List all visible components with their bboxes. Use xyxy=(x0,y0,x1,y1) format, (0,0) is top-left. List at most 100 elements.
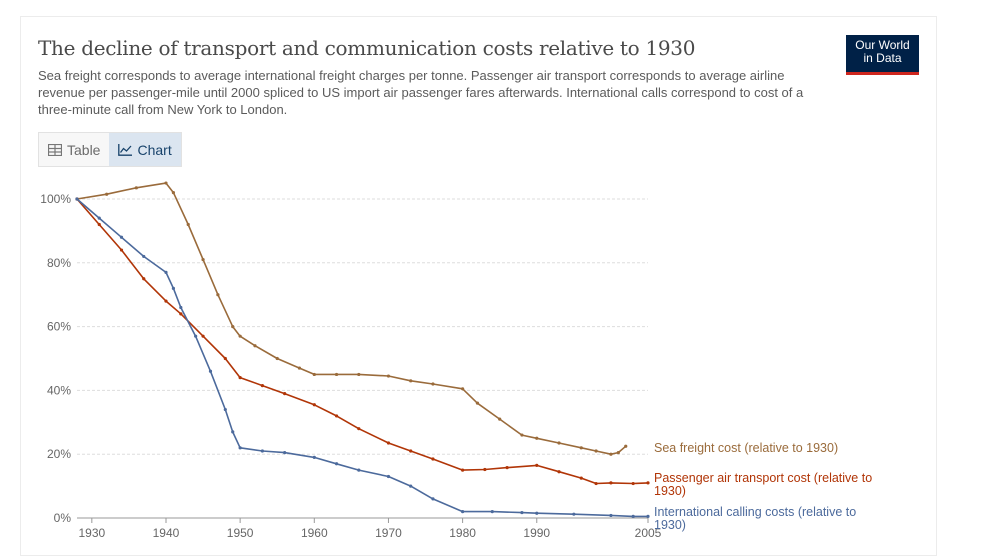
data-point-sea xyxy=(475,401,480,405)
x-tick-label: 2005 xyxy=(635,526,662,540)
data-point-calls xyxy=(357,468,361,472)
data-point-air xyxy=(312,403,316,407)
data-point-air xyxy=(594,481,598,486)
x-tick-label: 1960 xyxy=(301,526,328,540)
data-point-calls xyxy=(520,510,524,515)
data-point-air xyxy=(579,476,583,480)
data-point-air xyxy=(164,299,168,303)
data-point-air xyxy=(238,376,242,380)
data-point-calls xyxy=(260,449,264,453)
data-point-air xyxy=(386,441,391,445)
x-tick-label: 1970 xyxy=(375,526,402,540)
tab-table-label: Table xyxy=(67,141,101,158)
data-point-calls xyxy=(572,512,576,516)
data-point-calls xyxy=(231,430,235,434)
data-point-calls xyxy=(490,510,494,514)
data-point-calls xyxy=(179,305,183,310)
data-point-air xyxy=(535,463,539,467)
series-label-line: 1930) xyxy=(654,484,686,498)
data-point-calls xyxy=(609,513,613,518)
data-point-air xyxy=(631,481,635,486)
data-point-air xyxy=(334,414,339,418)
series-line-air[interactable] xyxy=(76,198,649,485)
y-tick-label: 60% xyxy=(47,320,71,334)
data-point-calls xyxy=(334,462,339,466)
series-line-sea[interactable] xyxy=(76,182,627,456)
data-point-air xyxy=(223,356,227,361)
data-point-sea xyxy=(253,344,257,348)
data-point-air xyxy=(97,222,101,227)
data-point-sea xyxy=(216,293,220,297)
data-point-calls xyxy=(312,455,316,459)
data-point-sea xyxy=(624,444,628,448)
tab-chart-label: Chart xyxy=(137,141,172,158)
data-point-sea xyxy=(334,372,339,377)
data-point-sea xyxy=(431,382,435,386)
data-point-calls xyxy=(461,510,465,514)
data-point-calls xyxy=(409,484,413,488)
data-point-sea xyxy=(105,192,109,196)
data-point-calls xyxy=(119,235,124,239)
data-point-air xyxy=(609,481,613,485)
data-point-sea xyxy=(616,451,620,455)
data-point-calls xyxy=(535,511,539,515)
data-point-calls xyxy=(142,254,146,259)
data-point-calls xyxy=(97,216,101,220)
data-point-sea xyxy=(238,334,242,338)
data-point-sea xyxy=(557,441,561,445)
series-label-line: International calling costs (relative to xyxy=(654,505,856,519)
data-point-sea xyxy=(357,372,361,377)
data-point-sea xyxy=(535,436,539,440)
y-tick-label: 0% xyxy=(54,511,72,525)
data-point-air xyxy=(260,384,264,388)
tab-table[interactable]: Table xyxy=(39,133,109,166)
data-point-air xyxy=(119,248,124,252)
table-icon xyxy=(48,143,62,156)
series-label-line: Passenger air transport cost (relative t… xyxy=(654,471,872,485)
data-point-calls xyxy=(431,497,435,501)
data-point-sea xyxy=(275,356,279,361)
x-tick-label: 1940 xyxy=(153,526,180,540)
y-tick-label: 100% xyxy=(40,192,71,206)
y-tick-label: 40% xyxy=(47,383,71,397)
x-tick-label: 1930 xyxy=(78,526,105,540)
data-point-calls xyxy=(223,407,227,412)
tab-chart[interactable]: Chart xyxy=(109,133,181,166)
x-tick-label: 1950 xyxy=(227,526,254,540)
data-point-air xyxy=(357,427,361,431)
series-labels: Sea freight cost (relative to 1930) Passe… xyxy=(654,441,872,532)
series xyxy=(75,181,650,519)
data-point-air xyxy=(431,457,435,461)
data-point-calls xyxy=(646,514,650,519)
data-point-sea xyxy=(171,191,176,195)
data-point-air xyxy=(646,481,650,485)
data-point-calls xyxy=(386,474,391,479)
data-point-calls xyxy=(283,451,287,455)
data-point-calls xyxy=(194,334,198,338)
series-line-calls[interactable] xyxy=(76,198,648,518)
data-point-calls xyxy=(631,514,635,519)
chart-title: The decline of transport and communicati… xyxy=(38,36,696,60)
line-chart: 0% 20% 40% 60% 80% 100% 1930 1940 1950 1960 1970 19… xyxy=(40,181,872,540)
data-point-air xyxy=(557,470,561,474)
data-point-sea xyxy=(164,181,168,185)
y-tick-label: 80% xyxy=(47,256,71,270)
y-tick-label: 20% xyxy=(47,447,71,461)
data-point-sea xyxy=(520,433,524,437)
data-point-air xyxy=(283,391,287,396)
data-point-sea xyxy=(498,417,502,421)
data-point-sea xyxy=(594,449,598,453)
data-point-calls xyxy=(75,197,79,201)
data-point-sea xyxy=(186,222,190,227)
owid-logo[interactable]: Our World in Data xyxy=(846,35,919,75)
data-point-sea xyxy=(409,379,413,383)
x-tick-label: 1980 xyxy=(449,526,476,540)
grid xyxy=(77,198,648,455)
data-point-air xyxy=(179,312,183,316)
data-point-sea xyxy=(609,452,613,456)
data-point-sea xyxy=(312,372,316,377)
data-point-calls xyxy=(208,369,213,373)
series-label-line: Sea freight cost (relative to 1930) xyxy=(654,441,838,455)
chart-subtitle: Sea freight corresponds to average inter… xyxy=(38,68,804,117)
x-tick-label: 1990 xyxy=(523,526,550,540)
